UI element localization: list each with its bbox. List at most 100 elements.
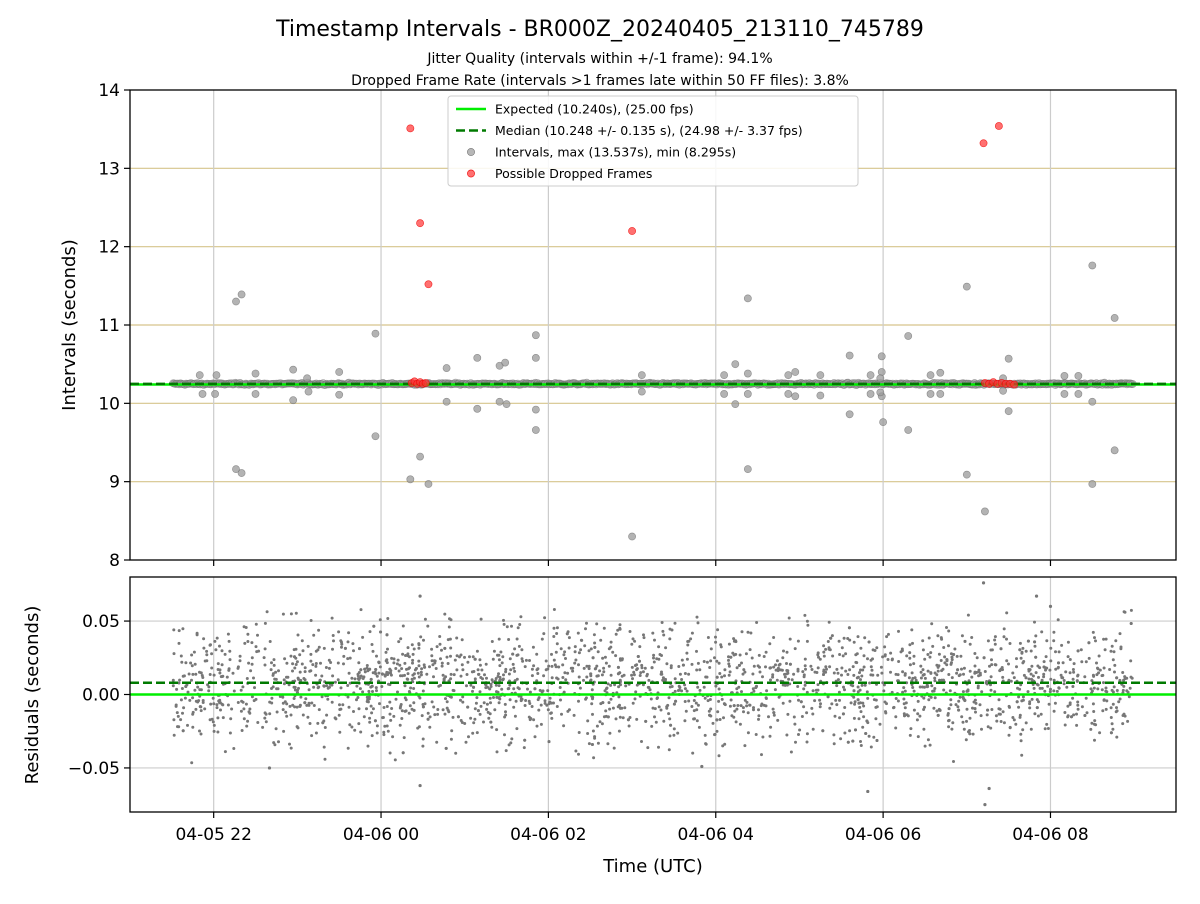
residual-point (835, 684, 839, 688)
residual-point (589, 672, 593, 676)
residual-point (211, 720, 215, 724)
residual-point (746, 731, 750, 735)
residual-point (736, 704, 740, 707)
residual-point (757, 653, 761, 657)
residual-point (1096, 687, 1100, 691)
residual-point (339, 686, 343, 690)
residual-point (346, 640, 350, 644)
interval-outlier-point (304, 387, 313, 396)
residual-point (761, 735, 765, 739)
interval-outlier-point (502, 400, 511, 409)
interval-outlier-point (866, 371, 875, 380)
residual-point (769, 725, 773, 729)
residual-point (618, 678, 622, 682)
residual-point (371, 707, 375, 711)
residual-point (775, 678, 779, 682)
residual-point (935, 709, 939, 713)
residual-point (927, 636, 931, 640)
residual-point (715, 675, 719, 679)
residual-point (191, 696, 195, 700)
residual-point (236, 665, 240, 669)
residual-point (631, 637, 635, 641)
residual-point (989, 683, 992, 687)
residual-point (180, 660, 184, 664)
interval-outlier-point (371, 329, 380, 338)
residual-point (840, 646, 844, 650)
residual-point (1076, 707, 1080, 711)
residual-point (640, 663, 644, 667)
residual-point (577, 752, 580, 756)
residual-point (576, 631, 580, 635)
residual-point (191, 672, 195, 676)
residual-point (459, 674, 463, 678)
interval-outlier-point (784, 390, 793, 398)
residual-point (614, 717, 618, 721)
residual-point (1021, 661, 1025, 665)
residual-point (945, 658, 949, 662)
residual-point (465, 673, 469, 676)
residual-point (990, 658, 993, 662)
residual-point (520, 657, 524, 661)
residual-point (1084, 660, 1088, 664)
residual-point (1002, 635, 1006, 639)
residual-point (171, 684, 175, 688)
residual-point (971, 706, 974, 710)
residual-point (502, 622, 506, 626)
residual-point (228, 731, 232, 735)
residual-point (312, 633, 316, 637)
residual-point (968, 716, 972, 720)
residual-point (1121, 671, 1125, 674)
residual-point (839, 737, 843, 741)
residual-point (365, 707, 368, 711)
residual-point (886, 658, 890, 661)
residual-point (282, 678, 286, 682)
residual-point (1001, 710, 1005, 714)
residual-point (513, 669, 517, 673)
residual-point (473, 707, 477, 711)
residual-point (874, 717, 878, 721)
residual-point (1014, 722, 1018, 726)
residual-point (757, 717, 760, 721)
residual-point (410, 643, 414, 647)
residual-point (1121, 722, 1125, 726)
residual-point (342, 654, 346, 658)
residual-point (621, 716, 625, 720)
residual-point (478, 658, 482, 662)
residual-point (555, 632, 559, 635)
residual-point (986, 725, 990, 729)
residual-point (913, 676, 917, 680)
residual-point (1002, 627, 1006, 631)
residual-point (1076, 700, 1080, 704)
interval-outlier-point (743, 294, 752, 303)
residual-point (824, 670, 828, 674)
residual-point (254, 697, 258, 701)
interval-outlier-point (720, 371, 729, 380)
residual-point (254, 622, 258, 626)
residual-point (590, 702, 594, 706)
residual-point (653, 707, 657, 711)
residual-point (828, 706, 832, 710)
residual-point (936, 634, 940, 638)
residual-point (478, 663, 482, 667)
residual-point (277, 669, 280, 673)
residual-point (910, 628, 914, 632)
residual-point (1109, 731, 1113, 735)
residual-point (601, 701, 605, 705)
residual-point (263, 621, 267, 625)
residual-point (797, 698, 800, 702)
residual-point (1033, 644, 1037, 648)
residual-point (833, 714, 837, 718)
residual-point (912, 689, 916, 693)
residual-point (977, 674, 981, 678)
residual-point (348, 656, 352, 660)
residual-point (318, 678, 322, 682)
residual-point (932, 706, 936, 710)
residual-point (805, 711, 809, 715)
residual-point (1052, 689, 1056, 693)
residual-point (869, 745, 873, 749)
residual-point (296, 726, 300, 730)
residual-point (475, 696, 479, 700)
residual-point (732, 637, 736, 641)
residual-point (876, 673, 880, 677)
residual-point (738, 653, 742, 657)
